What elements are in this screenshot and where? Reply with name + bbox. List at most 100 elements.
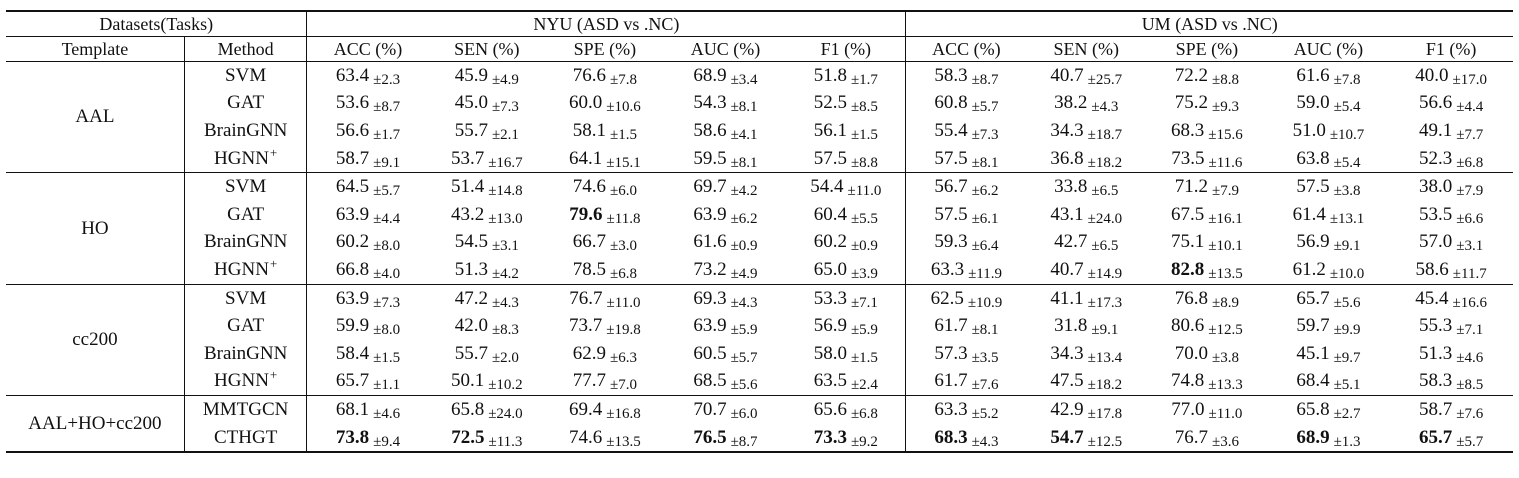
mean-value: 40.7	[1050, 258, 1084, 280]
mean-value: 53.5	[1419, 203, 1453, 225]
mean-value: 66.8	[335, 258, 370, 280]
mean-value: 77.7	[572, 370, 606, 392]
metric-cell: 56.9 ±9.1	[1268, 229, 1390, 257]
method-label: SVM	[225, 287, 267, 309]
metric-cell: 58.3 ±8.5	[1389, 368, 1513, 396]
metric-cell: 58.4 ±1.5	[307, 340, 429, 368]
std-value: ±18.2	[1087, 154, 1123, 171]
mean-value: 51.3	[1419, 342, 1453, 364]
metric-cell: 62.5 ±10.9	[905, 283, 1027, 313]
metric-cell: 33.8 ±6.5	[1026, 172, 1147, 201]
std-value: ±9.9	[1333, 322, 1361, 339]
table-row: HGNN+ 65.7 ±1.1 50.1 ±10.2 77.7 ±7.0 68.5 ±5.6 63…	[6, 367, 1513, 396]
method-label: GAT	[227, 92, 265, 114]
std-value: ±2.3	[373, 71, 401, 88]
method-cell: GAT	[184, 89, 308, 118]
mean-value: 51.8	[813, 64, 847, 86]
mean-value: 62.9	[572, 342, 606, 364]
metric-cell: 64.1 ±15.1	[545, 145, 665, 173]
metric-cell: 64.5 ±5.7	[306, 172, 429, 201]
metric-cell: 59.7 ±9.9	[1268, 312, 1390, 340]
std-value: ±4.9	[730, 265, 758, 282]
std-value: ±3.9	[850, 265, 878, 282]
std-value: ±10.6	[606, 99, 641, 116]
mean-value: 57.5	[1296, 176, 1330, 198]
metric-header: SPE (%)	[1175, 38, 1239, 59]
std-value: ±10.7	[1329, 126, 1365, 143]
std-value: ±3.4	[730, 71, 758, 88]
best-value: 68.3	[934, 426, 968, 448]
metric-cell: 76.8 ±8.9	[1146, 283, 1268, 313]
std-value: ±4.6	[1456, 349, 1484, 366]
method-cell: GAT	[184, 312, 308, 340]
metric-cell: 63.9 ±5.9	[665, 312, 787, 340]
std-value: ±4.0	[373, 265, 401, 282]
metric-header: ACC (%)	[932, 38, 1001, 59]
mean-value: 59.7	[1296, 315, 1330, 337]
std-value: ±11.6	[1208, 154, 1243, 171]
mean-value: 57.3	[934, 342, 968, 364]
metric-cell: 55.4 ±7.3	[906, 117, 1027, 145]
mean-value: 56.9	[1296, 231, 1330, 253]
metric-header: F1 (%)	[786, 36, 907, 62]
metric-cell: 65.6 ±6.8	[786, 395, 907, 424]
std-value: ±6.0	[730, 405, 758, 422]
mean-value: 60.2	[813, 231, 847, 253]
mean-value: 45.9	[454, 64, 488, 86]
metric-cell: 65.8 ±2.7	[1267, 395, 1390, 424]
mean-value: 56.9	[813, 315, 847, 337]
mean-value: 57.5	[813, 147, 847, 169]
std-value: ±4.3	[491, 294, 519, 311]
best-value: 54.7	[1050, 426, 1084, 448]
mean-value: 57.5	[934, 147, 968, 169]
metric-header: ACC (%)	[333, 38, 403, 59]
mean-value: 43.1	[1050, 203, 1084, 225]
std-value: ±9.4	[373, 433, 401, 450]
metric-cell: 76.6 ±7.8	[545, 60, 665, 90]
std-value: ±3.8	[1333, 183, 1361, 200]
table-row: BrainGNN 58.4 ±1.5 55.7 ±2.0 62.9 ±6.3 60.5 ±5.7…	[6, 339, 1513, 368]
table-row: HGNN+ 58.7 ±9.1 53.7 ±16.7 64.1 ±15.1 59.5 ±8.1 5…	[6, 145, 1513, 173]
std-value: ±6.8	[1456, 154, 1484, 171]
mean-value: 57.5	[934, 203, 968, 225]
std-value: ±8.7	[373, 99, 401, 116]
mean-value: 58.6	[1415, 258, 1449, 280]
metric-cell: 78.5 ±6.8	[545, 256, 665, 284]
metric-cell: 31.8 ±9.1	[1026, 312, 1146, 340]
mean-value: 34.3	[1050, 119, 1084, 141]
std-value: ±25.7	[1087, 71, 1123, 88]
mean-value: 59.5	[693, 147, 727, 169]
mean-value: 76.7	[569, 287, 603, 309]
std-value: ±11.0	[1208, 405, 1243, 422]
mean-value: 63.9	[335, 203, 370, 225]
metric-cell: 65.7 ±5.7	[1389, 424, 1513, 453]
metric-cell: 51.3 ±4.2	[429, 256, 546, 284]
metric-cell: 72.5 ±11.3	[429, 424, 546, 453]
metric-cell: 51.4 ±14.8	[428, 172, 546, 201]
std-value: ±16.8	[606, 405, 641, 422]
metric-cell: 41.1 ±17.3	[1026, 283, 1147, 313]
method-cell: SVM	[184, 60, 308, 90]
mean-value: 67.5	[1170, 203, 1205, 225]
std-value: ±8.0	[373, 238, 401, 255]
metric-cell: 61.2 ±10.0	[1268, 256, 1390, 284]
method-superscript: +	[269, 255, 278, 271]
metric-cell: 76.7 ±3.6	[1146, 424, 1268, 453]
metric-cell: 56.6 ±4.4	[1389, 90, 1513, 118]
mean-value: 63.4	[335, 64, 370, 86]
mean-value: 41.1	[1050, 287, 1084, 309]
std-value: ±4.4	[1456, 99, 1484, 116]
mean-value: 40.0	[1415, 64, 1449, 86]
metric-cell: 68.9 ±1.3	[1268, 424, 1390, 453]
mean-value: 43.2	[450, 203, 485, 225]
mean-value: 68.5	[693, 370, 727, 392]
method-label: HGNN	[214, 258, 269, 280]
mean-value: 61.7	[934, 315, 968, 337]
mean-value: 59.9	[335, 315, 370, 337]
mean-value: 34.3	[1050, 342, 1084, 364]
mean-value: 47.2	[454, 287, 488, 309]
std-value: ±6.2	[730, 210, 758, 227]
metric-cell: 52.5 ±8.5	[786, 89, 907, 118]
metric-cell: 60.8 ±5.7	[906, 90, 1027, 118]
std-value: ±13.5	[606, 433, 641, 450]
